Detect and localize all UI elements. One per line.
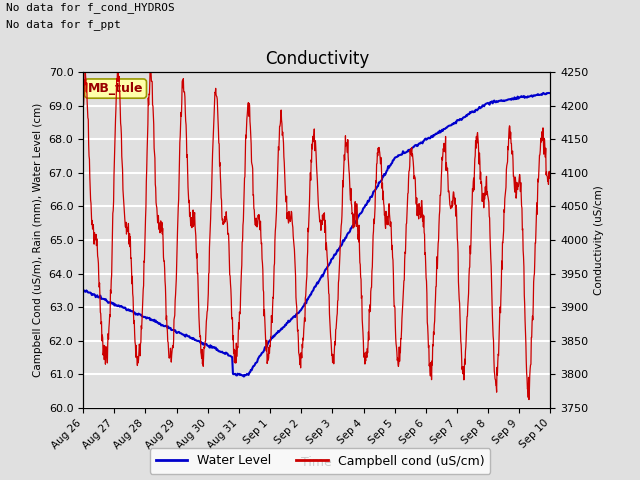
X-axis label: Time: Time [301,456,332,469]
Y-axis label: Campbell Cond (uS/m), Rain (mm), Water Level (cm): Campbell Cond (uS/m), Rain (mm), Water L… [33,103,43,377]
Y-axis label: Conductivity (uS/cm): Conductivity (uS/cm) [594,185,604,295]
Text: No data for f_ppt: No data for f_ppt [6,19,121,30]
Text: No data for f_cond_HYDROS: No data for f_cond_HYDROS [6,2,175,13]
Legend: Water Level, Campbell cond (uS/cm): Water Level, Campbell cond (uS/cm) [150,448,490,474]
Title: Conductivity: Conductivity [265,49,369,68]
Text: MB_tule: MB_tule [88,82,143,95]
